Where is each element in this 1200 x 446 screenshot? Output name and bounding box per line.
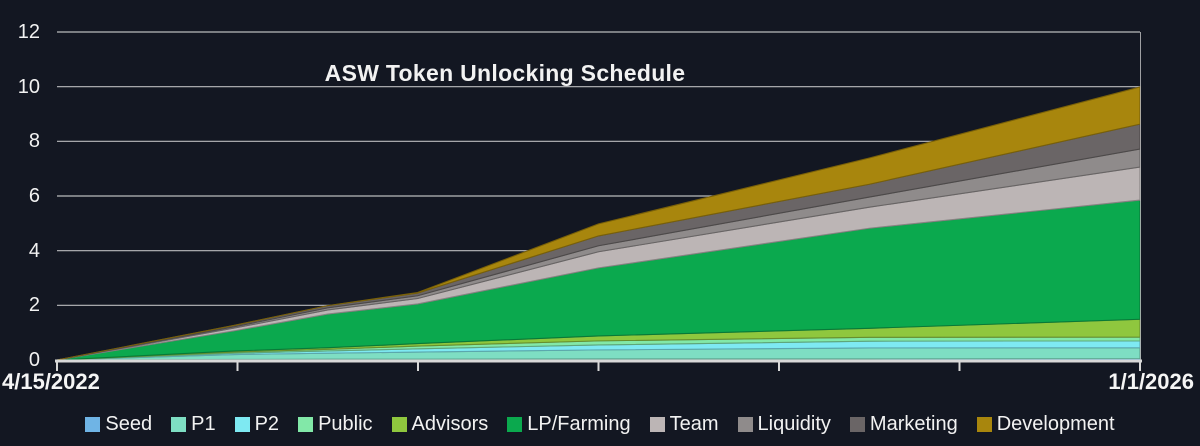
x-axis-start-date: 4/15/2022 bbox=[2, 369, 100, 394]
legend-item-development: Development bbox=[976, 413, 1115, 435]
chart-legend: Seed P1 P2 Public Advisors LP/Farming Team Liqu… bbox=[0, 407, 1200, 441]
legend-item-team: Team bbox=[649, 413, 719, 435]
legend-item-seed: Seed bbox=[85, 413, 152, 435]
legend-label-p1: P1 bbox=[191, 413, 216, 435]
legend-label-seed: Seed bbox=[105, 413, 153, 435]
legend-label-team: Team bbox=[669, 413, 719, 435]
legend-label-advisors: Advisors bbox=[411, 413, 489, 435]
legend-label-lp-farming: LP/Farming bbox=[527, 413, 631, 435]
legend-item-lp-farming: LP/Farming bbox=[507, 413, 631, 435]
legend-label-p2: P2 bbox=[254, 413, 280, 435]
chart-title: ASW Token Unlocking Schedule bbox=[324, 60, 686, 86]
legend-swatch-marketing bbox=[849, 416, 865, 432]
legend-swatch-public bbox=[298, 416, 314, 432]
legend-item-p2: P2 bbox=[234, 413, 280, 435]
legend-swatch-seed bbox=[85, 416, 101, 432]
legend-swatch-development bbox=[976, 416, 992, 432]
legend-swatch-team bbox=[649, 416, 665, 432]
x-axis-end-date: 1/1/2026 bbox=[1108, 369, 1194, 394]
legend-label-public: Public bbox=[318, 413, 373, 435]
legend-swatch-lp-farming bbox=[507, 416, 523, 432]
legend-item-marketing: Marketing bbox=[849, 413, 958, 435]
legend-item-p1: P1 bbox=[171, 413, 216, 435]
y-axis-label-6: 6 bbox=[28, 185, 40, 207]
legend-swatch-p2 bbox=[234, 416, 250, 432]
legend-item-advisors: Advisors bbox=[391, 413, 489, 435]
legend-swatch-p1 bbox=[171, 416, 187, 432]
legend-label-liquidity: Liquidity bbox=[757, 413, 831, 435]
y-axis-label-0: 0 bbox=[28, 349, 40, 371]
legend-item-liquidity: Liquidity bbox=[737, 413, 831, 435]
y-axis-label-8: 8 bbox=[28, 130, 40, 153]
y-axis-label-10: 10 bbox=[17, 75, 40, 98]
y-axis-label-2: 2 bbox=[28, 294, 40, 317]
legend-item-public: Public bbox=[298, 413, 373, 435]
legend-label-marketing: Marketing bbox=[869, 413, 958, 435]
legend-swatch-advisors bbox=[391, 416, 407, 432]
y-axis-label-4: 4 bbox=[28, 239, 40, 262]
legend-swatch-liquidity bbox=[737, 416, 753, 432]
y-axis-label-12: 12 bbox=[17, 21, 40, 43]
legend-label-development: Development bbox=[996, 413, 1115, 435]
